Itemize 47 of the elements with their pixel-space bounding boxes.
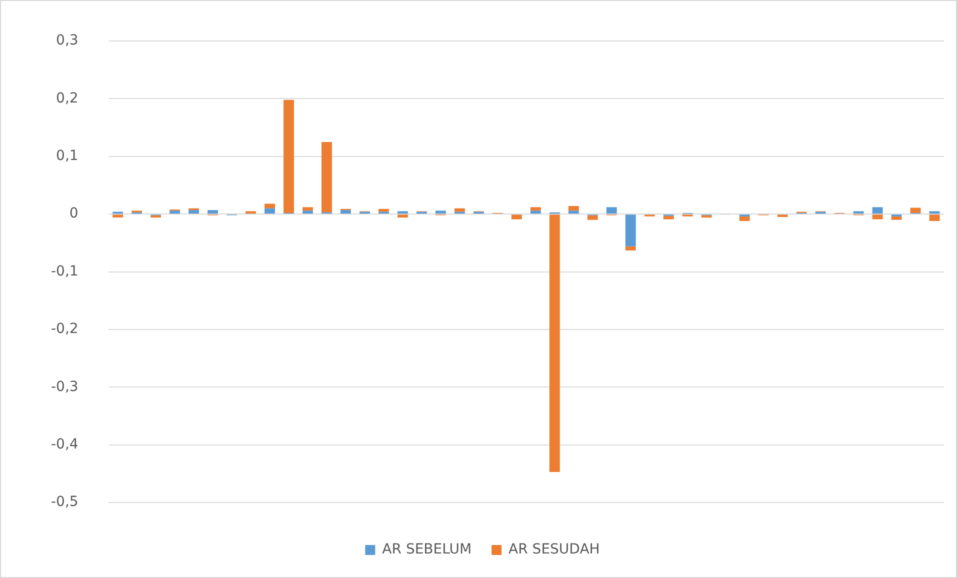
bar bbox=[891, 216, 902, 220]
bar bbox=[284, 100, 294, 213]
y-tick-label: -0,2 bbox=[50, 321, 78, 338]
y-tick-label: 0,2 bbox=[56, 90, 78, 106]
bar bbox=[322, 142, 332, 212]
bar bbox=[853, 211, 864, 214]
bar bbox=[625, 214, 636, 246]
legend-label: AR SESUDAH bbox=[508, 542, 600, 558]
bar bbox=[340, 210, 351, 214]
bar bbox=[929, 214, 940, 222]
bar bbox=[302, 210, 313, 214]
bar bbox=[188, 210, 200, 214]
bar bbox=[587, 215, 598, 220]
bar bbox=[264, 204, 275, 208]
bar bbox=[568, 206, 579, 211]
bar bbox=[397, 214, 408, 218]
bar bbox=[606, 207, 617, 214]
bar bbox=[530, 210, 541, 214]
bar bbox=[170, 210, 180, 214]
bar bbox=[435, 210, 446, 214]
bar bbox=[530, 207, 541, 211]
bar bbox=[625, 246, 636, 250]
bar bbox=[264, 208, 275, 214]
bar bbox=[929, 211, 940, 214]
y-tick-label: 0 bbox=[69, 206, 78, 222]
y-tick-label: -0,1 bbox=[50, 263, 78, 280]
bar bbox=[568, 210, 579, 214]
bar bbox=[872, 207, 883, 214]
bar bbox=[872, 214, 883, 220]
bar bbox=[663, 216, 674, 220]
y-tick-label: 0,3 bbox=[56, 32, 78, 49]
y-tick-label: -0,4 bbox=[50, 436, 78, 453]
bar bbox=[378, 208, 389, 212]
legend-label: AR SEBELUM bbox=[382, 542, 472, 558]
bar bbox=[549, 214, 560, 472]
bar bbox=[302, 207, 313, 211]
bar bbox=[910, 208, 921, 213]
bar bbox=[112, 214, 124, 218]
bar bbox=[739, 216, 750, 222]
y-tick-label: -0,3 bbox=[50, 378, 78, 395]
y-tick-label: -0,5 bbox=[50, 494, 78, 510]
y-tick-label: 0,1 bbox=[56, 148, 78, 164]
bar bbox=[511, 214, 522, 220]
bar bbox=[246, 211, 256, 214]
bar bbox=[454, 208, 465, 212]
bar bbox=[397, 211, 408, 214]
bar bbox=[208, 210, 218, 214]
